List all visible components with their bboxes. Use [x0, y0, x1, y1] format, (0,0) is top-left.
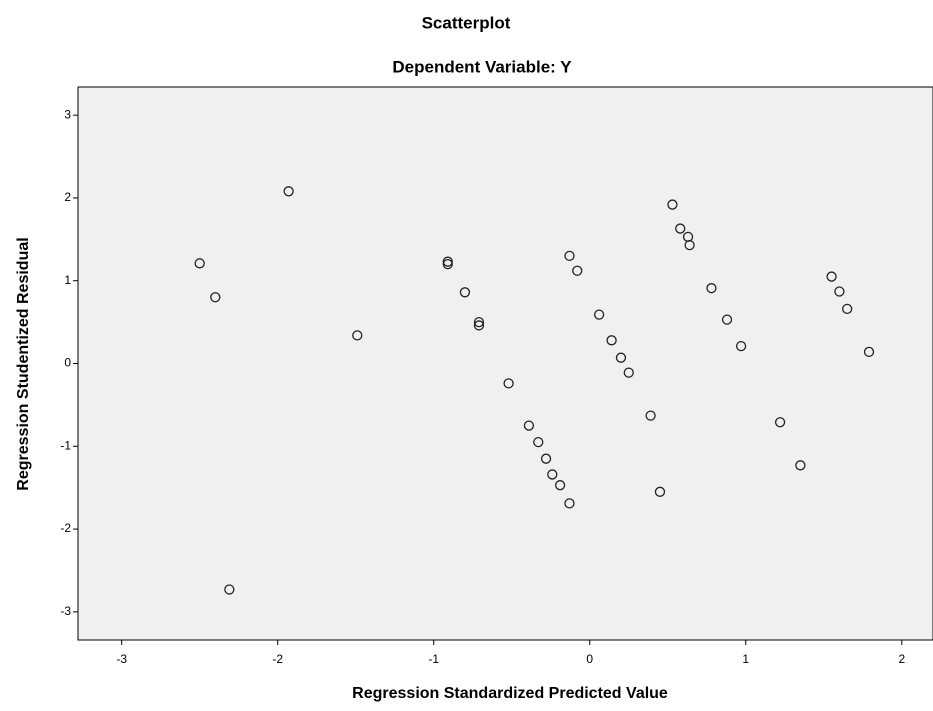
y-tick-label: -2	[60, 521, 71, 535]
y-axis-label: Regression Studentized Residual	[15, 237, 32, 490]
chart-subtitle: Dependent Variable: Y	[392, 57, 572, 76]
chart: Scatterplot Dependent Variable: Y Regres…	[0, 0, 933, 711]
chart-title: Scatterplot	[422, 13, 511, 32]
x-tick-label: 1	[742, 652, 749, 666]
x-tick-label: 2	[898, 652, 905, 666]
y-tick-label: -1	[60, 438, 71, 452]
y-tick-label: -3	[60, 604, 71, 618]
plot-area	[78, 87, 933, 640]
x-tick-label: 0	[586, 652, 593, 666]
x-tick-label: -3	[116, 652, 127, 666]
y-tick-label: 2	[64, 190, 71, 204]
x-tick-label: -2	[272, 652, 283, 666]
x-tick-label: -1	[428, 652, 439, 666]
y-tick-label: 3	[64, 107, 71, 121]
y-tick-label: 1	[64, 273, 71, 287]
x-axis-label: Regression Standardized Predicted Value	[352, 685, 668, 702]
y-tick-label: 0	[64, 356, 71, 370]
